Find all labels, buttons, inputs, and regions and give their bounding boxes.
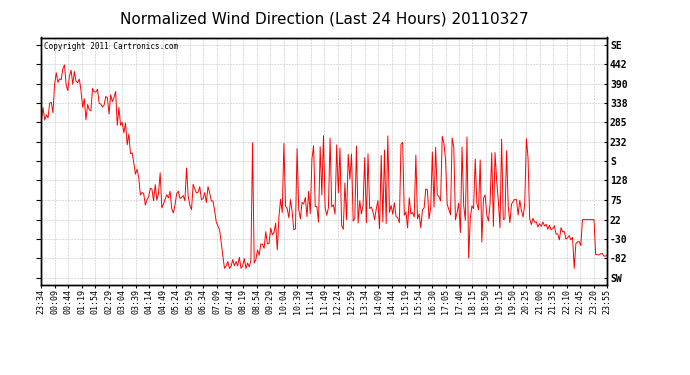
Text: Copyright 2011 Cartronics.com: Copyright 2011 Cartronics.com [44,42,178,51]
Text: Normalized Wind Direction (Last 24 Hours) 20110327: Normalized Wind Direction (Last 24 Hours… [120,11,529,26]
